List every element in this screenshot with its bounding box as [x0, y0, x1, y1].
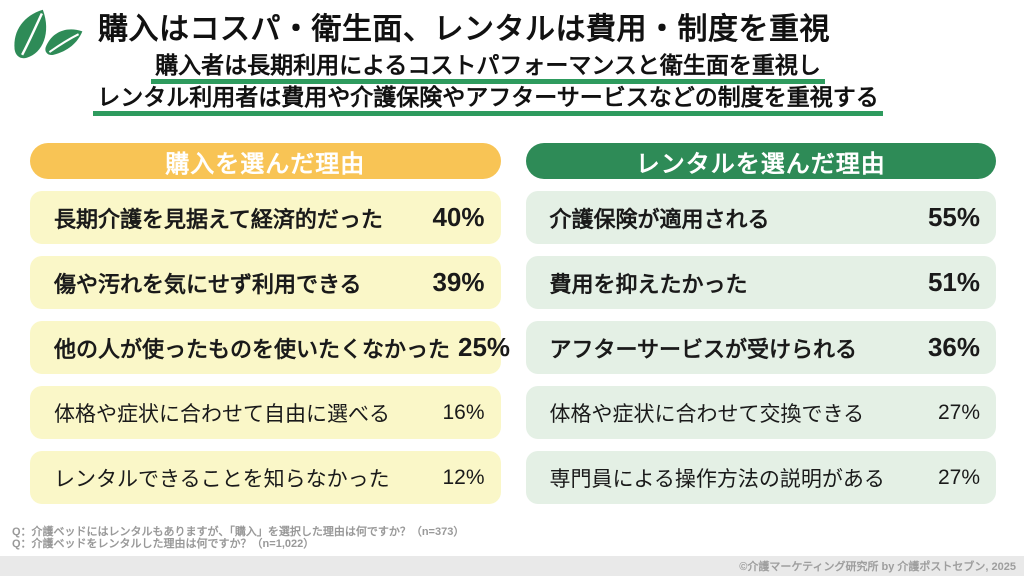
table-row: アフターサービスが受けられる 36% — [525, 321, 996, 374]
table-row: 他の人が使ったものを使いたくなかった 25% — [30, 321, 510, 374]
row-label: 体格や症状に合わせて交換できる — [549, 402, 865, 426]
row-label: アフターサービスが受けられる — [549, 336, 858, 362]
row-label: 長期介護を見据えて経済的だった — [54, 206, 383, 232]
row-value: 12% — [442, 465, 485, 489]
survey-question-note-1: Q：介護ベッドにはレンタルもありますが、「購入」を選択した理由は何ですか？（n=… — [12, 526, 465, 538]
row-label: 専門員による操作方法の説明がある — [549, 467, 885, 491]
leaf-icon — [8, 6, 88, 68]
footer-bar: ©介護マーケティング研究所 by 介護ポストセブン, 2025 — [0, 556, 1024, 576]
row-label: 費用を抑えたかった — [549, 271, 748, 297]
row-value: 36% — [927, 332, 980, 362]
row-value: 51% — [927, 267, 980, 297]
table-row: 長期介護を見据えて経済的だった 40% — [30, 191, 501, 244]
rental-column: レンタルを選んだ理由 介護保険が適用される 55% 費用を抑えたかった 51% … — [525, 143, 996, 516]
row-value: 27% — [937, 465, 980, 489]
table-row: 介護保険が適用される 55% — [525, 191, 996, 244]
table-row: 体格や症状に合わせて交換できる 27% — [525, 386, 996, 439]
row-value: 27% — [937, 400, 980, 424]
row-label: 他の人が使ったものを使いたくなかった — [54, 336, 451, 362]
row-value: 55% — [927, 202, 980, 232]
subtitle-text-1: 購入者は長期利用によるコストパフォーマンスと衛生面を重視し — [151, 52, 825, 84]
survey-question-notes: Q：介護ベッドにはレンタルもありますが、「購入」を選択した理由は何ですか？（n=… — [12, 526, 464, 550]
row-value: 16% — [442, 400, 485, 424]
row-value: 40% — [432, 202, 485, 232]
subtitle: 購入者は長期利用によるコストパフォーマンスと衛生面を重視し レンタル利用者は費用… — [0, 52, 1024, 116]
row-label: 介護保険が適用される — [549, 206, 770, 232]
table-row: 体格や症状に合わせて自由に選べる 16% — [30, 386, 501, 439]
rental-header-pill: レンタルを選んだ理由 — [525, 143, 996, 179]
row-value: 25% — [458, 332, 511, 362]
copyright-credit: ©介護マーケティング研究所 by 介護ポストセブン, 2025 — [739, 561, 1016, 573]
subtitle-line-2: レンタル利用者は費用や介護保険やアフターサービスなどの制度を重視する — [0, 84, 976, 116]
subtitle-line-1: 購入者は長期利用によるコストパフォーマンスと衛生面を重視し — [0, 52, 976, 84]
purchase-header-pill: 購入を選んだ理由 — [30, 143, 501, 179]
row-label: 体格や症状に合わせて自由に選べる — [54, 402, 390, 426]
comparison-columns: 購入を選んだ理由 長期介護を見据えて経済的だった 40% 傷や汚れを気にせず利用… — [30, 143, 996, 516]
page-title: 購入はコスパ・衛生面、レンタルは費用・制度を重視 — [98, 13, 830, 46]
table-row: 専門員による操作方法の説明がある 27% — [525, 451, 996, 504]
header: 購入はコスパ・衛生面、レンタルは費用・制度を重視 購入者は長期利用によるコストパ… — [0, 12, 1024, 116]
survey-question-note-2: Q：介護ベッドをレンタルした理由は何ですか？（n=1,022） — [12, 538, 315, 550]
table-row: レンタルできることを知らなかった 12% — [30, 451, 501, 504]
purchase-column: 購入を選んだ理由 長期介護を見据えて経済的だった 40% 傷や汚れを気にせず利用… — [30, 143, 510, 516]
table-row: 傷や汚れを気にせず利用できる 39% — [30, 256, 501, 309]
row-label: レンタルできることを知らなかった — [54, 467, 390, 491]
row-value: 39% — [432, 267, 485, 297]
row-label: 傷や汚れを気にせず利用できる — [54, 271, 362, 297]
table-row: 費用を抑えたかった 51% — [525, 256, 996, 309]
subtitle-text-2: レンタル利用者は費用や介護保険やアフターサービスなどの制度を重視する — [93, 84, 883, 116]
